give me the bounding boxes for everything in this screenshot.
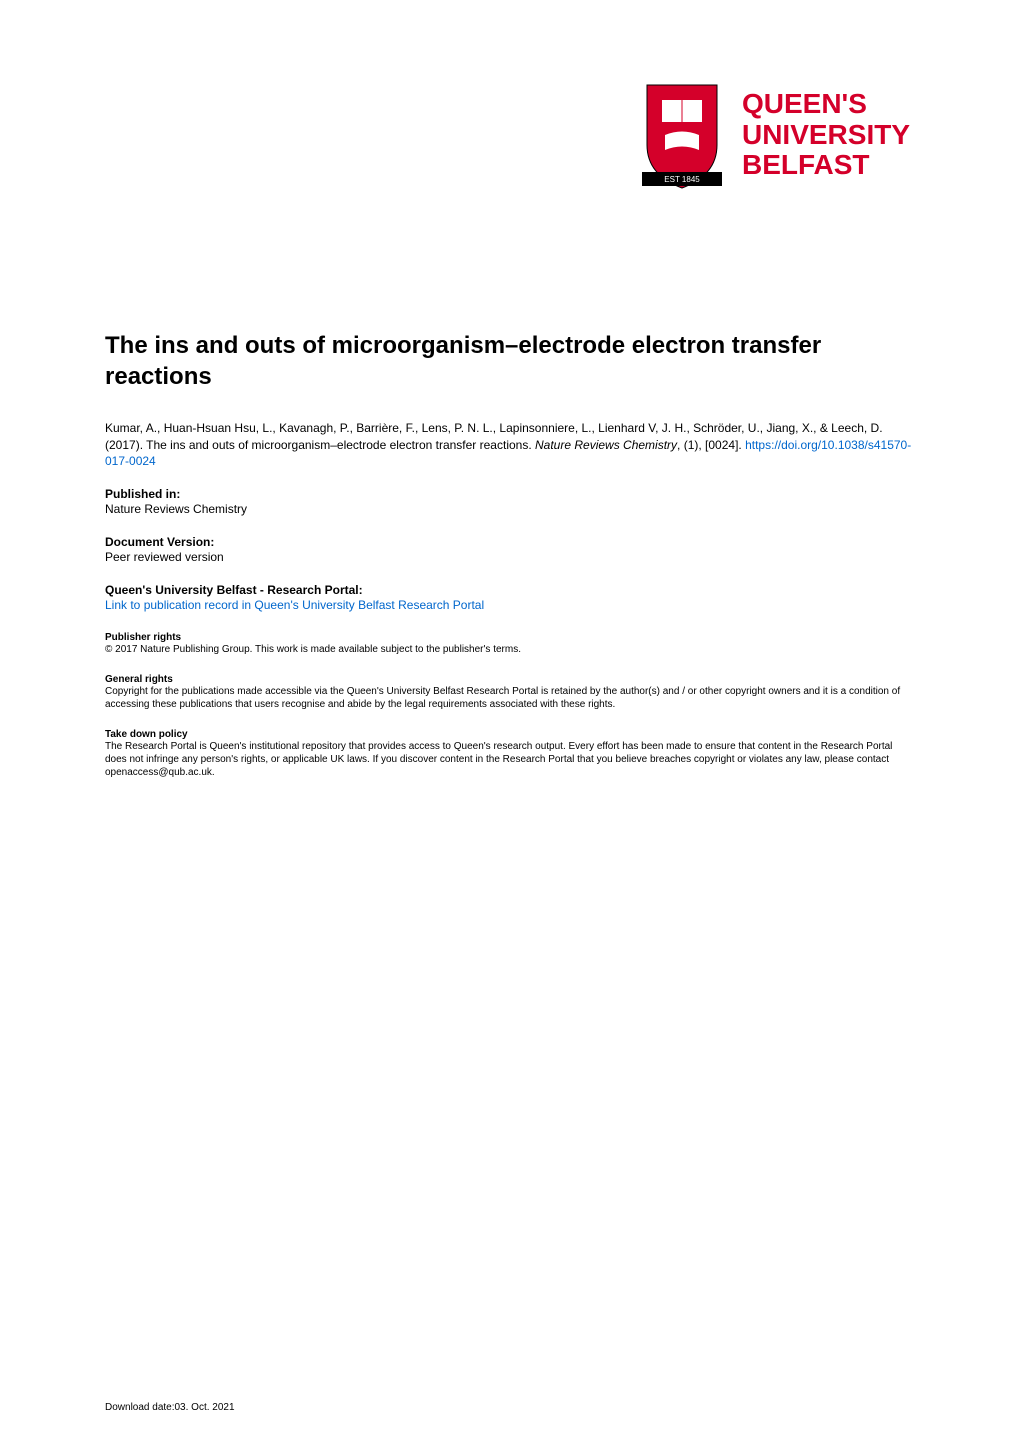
download-date: Download date:03. Oct. 2021 [105, 1402, 235, 1413]
publisher-rights-body: © 2017 Nature Publishing Group. This wor… [105, 643, 915, 656]
general-rights-body: Copyright for the publications made acce… [105, 685, 915, 711]
citation-block: Kumar, A., Huan-Hsuan Hsu, L., Kavanagh,… [105, 420, 915, 469]
main-content: The ins and outs of microorganism–electr… [105, 330, 915, 779]
published-in-heading: Published in: [105, 487, 915, 501]
university-name: QUEEN'S UNIVERSITY BELFAST [742, 89, 910, 181]
citation-tail: , (1), [0024]. [677, 438, 745, 452]
take-down-heading: Take down policy [105, 729, 915, 740]
publisher-rights-heading: Publisher rights [105, 632, 915, 643]
published-in-body: Nature Reviews Chemistry [105, 501, 915, 517]
university-logo: EST 1845 QUEEN'S UNIVERSITY BELFAST [637, 80, 910, 190]
paper-title: The ins and outs of microorganism–electr… [105, 330, 915, 392]
doc-version-body: Peer reviewed version [105, 549, 915, 565]
take-down-body: The Research Portal is Queen's instituti… [105, 740, 915, 779]
crest-icon: EST 1845 [637, 80, 727, 190]
portal-link[interactable]: Link to publication record in Queen's Un… [105, 597, 915, 613]
uni-name-line3: BELFAST [742, 150, 910, 181]
journal-name: Nature Reviews Chemistry [535, 438, 677, 452]
svg-text:EST 1845: EST 1845 [664, 175, 700, 184]
doc-version-heading: Document Version: [105, 535, 915, 549]
uni-name-line1: QUEEN'S [742, 89, 910, 120]
uni-name-line2: UNIVERSITY [742, 120, 910, 151]
portal-heading: Queen's University Belfast - Research Po… [105, 583, 915, 597]
general-rights-heading: General rights [105, 674, 915, 685]
